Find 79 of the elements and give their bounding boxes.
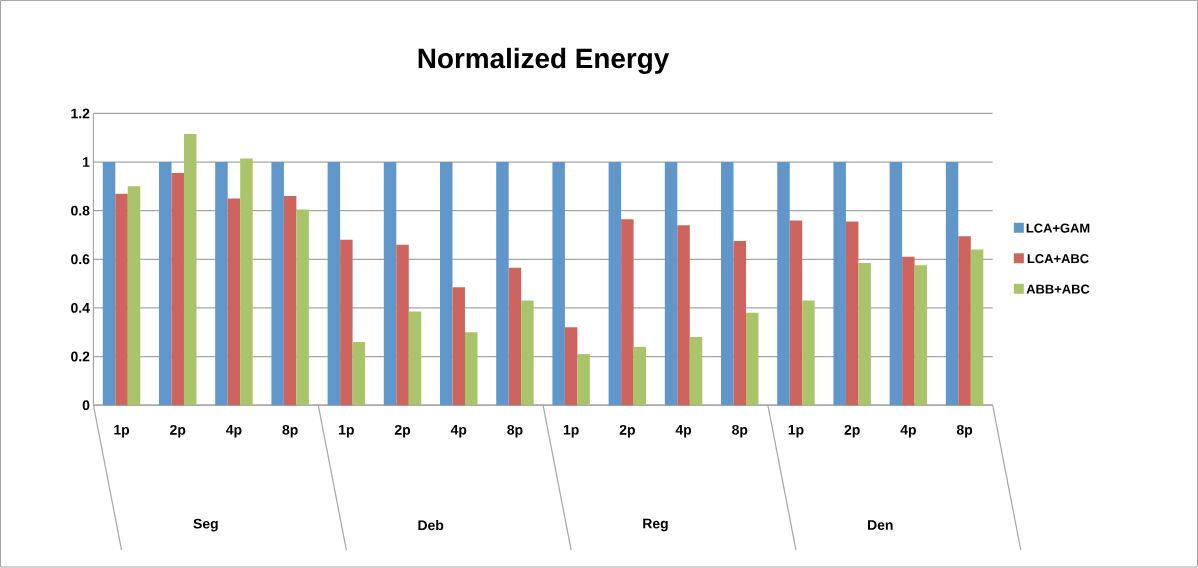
- bar: [383, 162, 397, 406]
- x-tick-label: 8p: [732, 425, 748, 438]
- legend-label: ABB+ABC: [1026, 284, 1090, 294]
- text: Den: [868, 520, 893, 531]
- y-tick-label: 0.2: [71, 351, 90, 362]
- bar: [496, 162, 509, 406]
- bar: [396, 244, 409, 406]
- text: Seg: [193, 518, 218, 532]
- x-tick-label: 2p: [170, 425, 186, 438]
- bar: [352, 342, 366, 406]
- x-tick-label: 4p: [226, 425, 242, 438]
- y-tick-label: 0: [82, 400, 90, 411]
- bar: [552, 162, 565, 406]
- bar: [789, 220, 803, 406]
- bar: [945, 162, 959, 406]
- x-tick-label: 1p: [114, 425, 130, 438]
- bar: [621, 219, 634, 406]
- bar: [958, 236, 971, 406]
- x-tick-label: 4p: [675, 425, 692, 438]
- bar: [746, 313, 759, 406]
- legend-label: LCA+ABC: [1027, 254, 1089, 264]
- bar: [845, 221, 859, 406]
- x-tick-label: 8p: [507, 425, 523, 438]
- bar: [664, 162, 678, 406]
- chart-title: Normalized Energy: [418, 48, 670, 75]
- y-tick-label: 0.4: [71, 303, 90, 314]
- bar: [440, 162, 453, 406]
- bar: [340, 240, 353, 406]
- bar: [452, 287, 465, 406]
- x-tick-label: 4p: [450, 425, 467, 438]
- bar: [508, 268, 522, 406]
- bar: [802, 300, 815, 406]
- x-tick-label: 8p: [282, 425, 298, 438]
- bar: [914, 265, 928, 406]
- bar: [408, 311, 422, 406]
- bar: [171, 173, 184, 406]
- bar: [858, 263, 871, 406]
- bar: [777, 162, 790, 406]
- bar: [970, 249, 984, 406]
- x-tick-label: 1p: [563, 425, 579, 438]
- bar: [608, 162, 622, 406]
- bar: [271, 162, 284, 406]
- bar: [240, 158, 253, 406]
- bar: [721, 162, 734, 406]
- y-tick-label: 1: [83, 157, 90, 168]
- text: Deb: [418, 520, 444, 531]
- bar: [159, 162, 172, 406]
- bar: [283, 196, 297, 406]
- x-tick-label: 4p: [900, 425, 916, 438]
- bar: [464, 332, 478, 406]
- y-tick-label: 0.8: [71, 205, 90, 216]
- bar: [902, 257, 915, 406]
- y-tick-label: 1.2: [71, 108, 90, 119]
- bar: [115, 193, 128, 406]
- bar: [833, 162, 846, 406]
- bar: [127, 186, 141, 406]
- bar: [521, 300, 534, 406]
- bar: [689, 337, 703, 406]
- x-tick-label: 2p: [844, 425, 860, 438]
- bar: [577, 354, 590, 406]
- x-tick-label: 1p: [788, 425, 804, 438]
- legend-label: LCA+GAM: [1026, 223, 1090, 233]
- bar: [733, 241, 747, 406]
- bar: [227, 198, 241, 406]
- bar: [677, 225, 690, 406]
- x-tick-label: 2p: [394, 425, 411, 438]
- text: Reg: [643, 519, 668, 532]
- bar: [183, 134, 197, 406]
- x-tick-label: 2p: [619, 425, 635, 438]
- bar: [102, 162, 116, 406]
- bar: [889, 162, 903, 406]
- bar: [296, 209, 309, 406]
- bar: [564, 327, 578, 406]
- bar: [633, 347, 647, 406]
- bar: [327, 162, 341, 406]
- bar: [215, 162, 228, 406]
- x-tick-label: 1p: [339, 425, 354, 438]
- y-tick-label: 0.6: [71, 254, 90, 265]
- x-tick-label: 8p: [956, 425, 973, 438]
